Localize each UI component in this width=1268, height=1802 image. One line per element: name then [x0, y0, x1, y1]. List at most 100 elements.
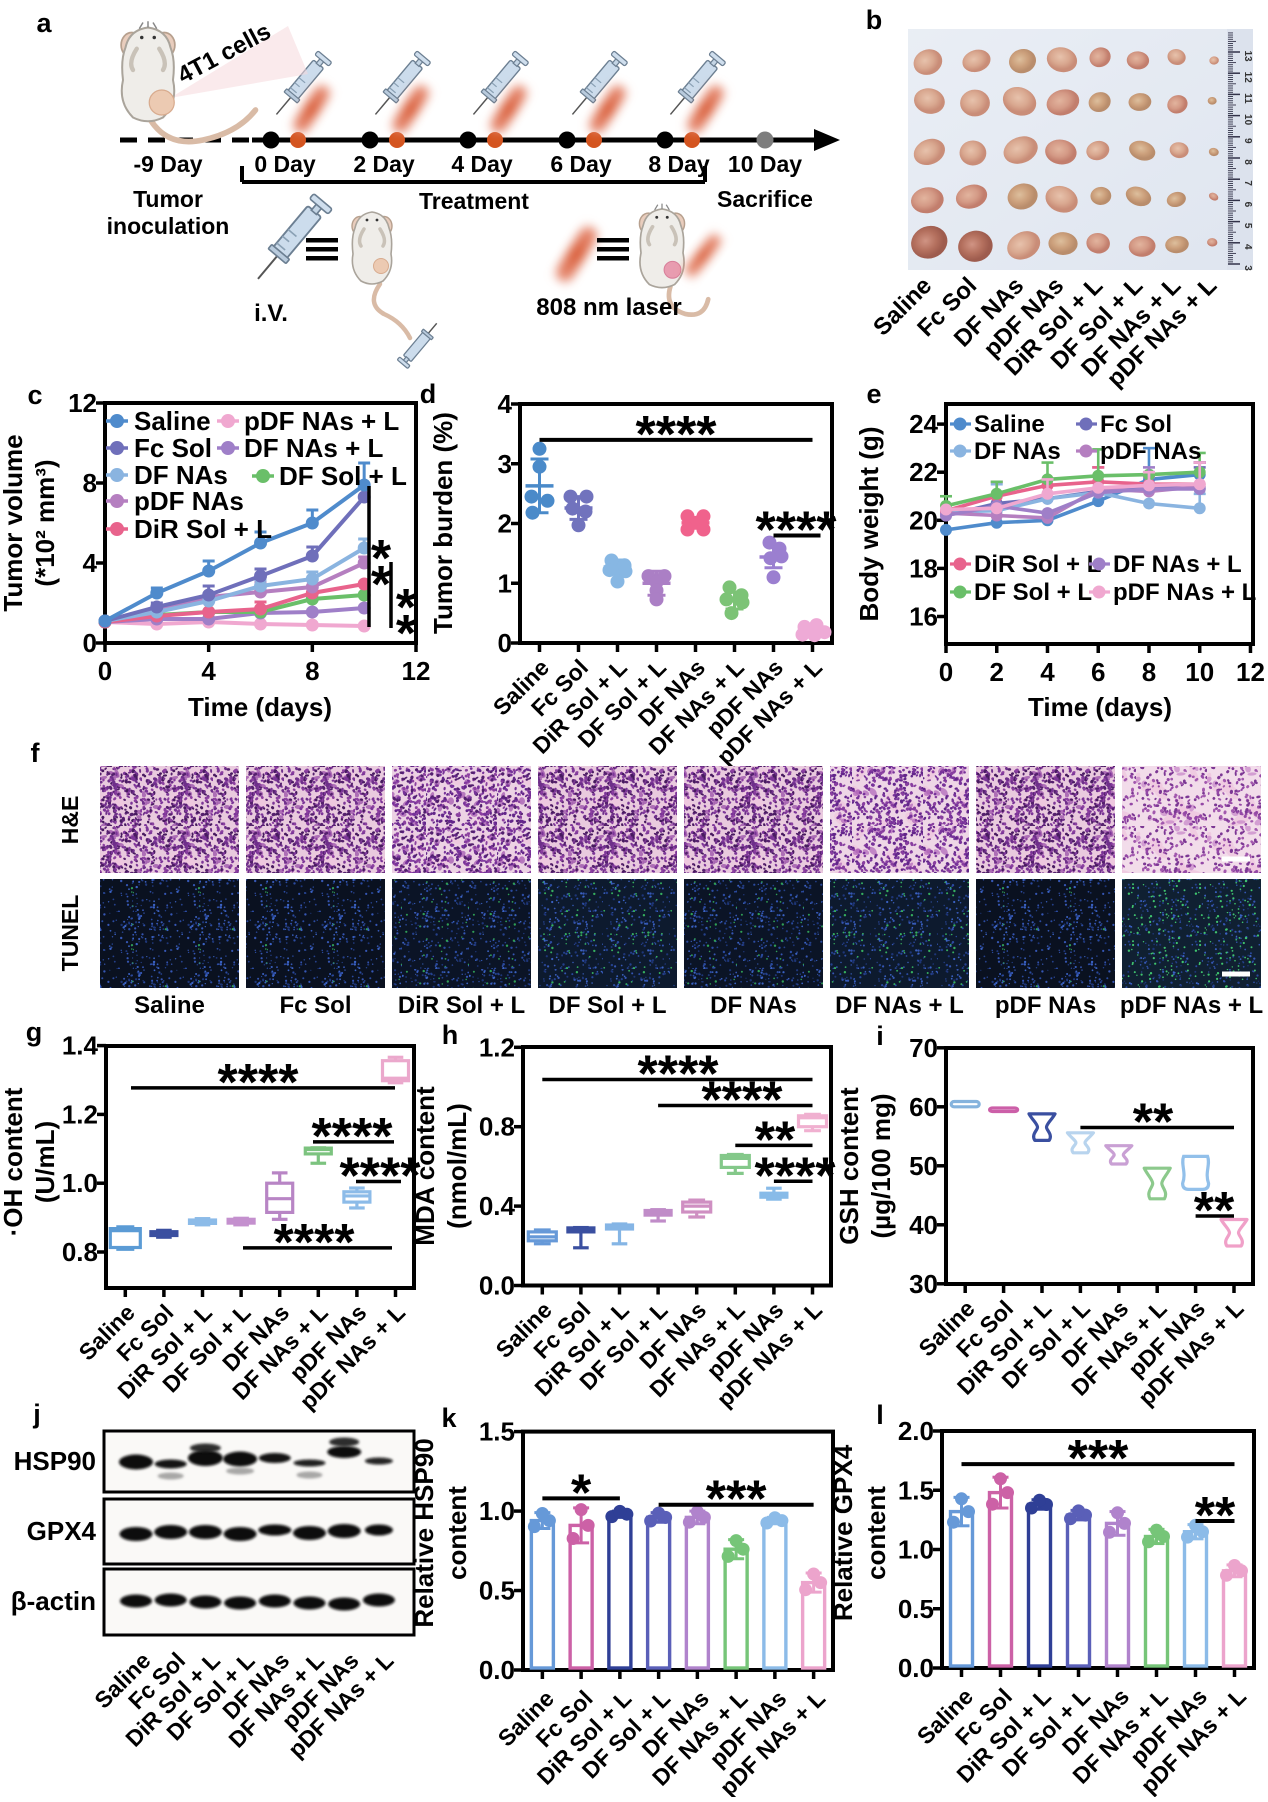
svg-text:4: 4 [1242, 244, 1253, 250]
svg-text:1.0: 1.0 [62, 1168, 98, 1198]
svg-text:24: 24 [909, 409, 938, 439]
svg-text:18: 18 [909, 553, 938, 583]
svg-text:3: 3 [1242, 265, 1253, 271]
svg-text:l: l [876, 1400, 884, 1430]
svg-text:0: 0 [98, 656, 112, 686]
svg-text:1.0: 1.0 [898, 1535, 934, 1565]
svg-text:content: content [442, 1486, 472, 1580]
svg-text:Relative HSP90: Relative HSP90 [409, 1438, 439, 1627]
svg-text:12: 12 [402, 656, 431, 686]
svg-text:i: i [876, 1021, 884, 1051]
svg-text:pDF NAs: pDF NAs [995, 992, 1096, 1019]
svg-text:12: 12 [68, 388, 97, 418]
svg-text:pDF NAs + L: pDF NAs + L [1113, 579, 1256, 606]
svg-text:70: 70 [909, 1033, 938, 1063]
svg-text:4 Day: 4 Day [451, 151, 513, 177]
svg-text:*: * [571, 1464, 592, 1522]
svg-text:40: 40 [909, 1210, 938, 1240]
svg-text:·OH content: ·OH content [0, 1087, 28, 1236]
svg-text:DF NAs: DF NAs [134, 460, 228, 490]
svg-text:*: * [371, 556, 392, 614]
svg-text:60: 60 [909, 1092, 938, 1122]
svg-text:6 Day: 6 Day [550, 151, 612, 177]
svg-text:e: e [866, 379, 881, 409]
svg-text:12: 12 [1236, 657, 1265, 687]
svg-text:Time (days): Time (days) [188, 692, 332, 722]
svg-text:2: 2 [990, 657, 1004, 687]
svg-text:10: 10 [1242, 114, 1253, 126]
svg-text:808 nm laser: 808 nm laser [536, 294, 681, 321]
svg-text:8 Day: 8 Day [648, 151, 710, 177]
svg-text:0.0: 0.0 [479, 1271, 515, 1301]
svg-text:DF Sol + L: DF Sol + L [548, 992, 666, 1019]
svg-text:Treatment: Treatment [419, 188, 529, 214]
svg-text:9: 9 [1242, 138, 1253, 144]
svg-text:****: **** [274, 1214, 356, 1272]
svg-text:1.5: 1.5 [898, 1475, 934, 1505]
svg-text:Body weight (g): Body weight (g) [854, 427, 884, 622]
svg-text:0: 0 [939, 657, 953, 687]
svg-text:Time (days): Time (days) [1028, 692, 1172, 722]
svg-text:***: *** [706, 1471, 767, 1529]
svg-text:h: h [442, 1020, 459, 1050]
svg-text:Relative GPX4: Relative GPX4 [828, 1444, 858, 1621]
svg-text:GSH content: GSH content [834, 1087, 864, 1245]
svg-text:b: b [866, 5, 883, 35]
svg-text:(U/mL): (U/mL) [30, 1121, 60, 1203]
svg-text:pDF NAs: pDF NAs [134, 486, 244, 516]
svg-text:pDF NAs + L: pDF NAs + L [244, 406, 399, 436]
svg-text:**: ** [1195, 1487, 1236, 1545]
svg-text:k: k [441, 1403, 457, 1433]
svg-text:*: * [371, 530, 392, 588]
svg-text:7: 7 [1242, 180, 1253, 186]
svg-text:****: **** [755, 1147, 837, 1205]
svg-text:0.8: 0.8 [62, 1237, 98, 1267]
svg-text:1.0: 1.0 [479, 1496, 515, 1526]
svg-text:30: 30 [909, 1269, 938, 1299]
svg-text:13: 13 [1242, 50, 1253, 62]
svg-text:DF Sol + L: DF Sol + L [974, 579, 1092, 606]
svg-text:content: content [861, 1486, 891, 1580]
svg-text:11: 11 [1242, 93, 1253, 104]
svg-text:0.4: 0.4 [479, 1191, 516, 1221]
svg-text:0: 0 [83, 628, 97, 658]
svg-text:DiR Sol + L: DiR Sol + L [134, 514, 272, 544]
svg-text:8: 8 [1242, 159, 1253, 165]
svg-text:2: 2 [498, 509, 512, 539]
svg-text:***: *** [1068, 1430, 1129, 1488]
svg-text:12: 12 [1242, 72, 1253, 84]
svg-text:DF Sol + L: DF Sol + L [279, 461, 407, 491]
svg-text:*: * [396, 605, 417, 663]
svg-text:Fc Sol: Fc Sol [134, 433, 212, 463]
svg-text:8: 8 [83, 468, 97, 498]
svg-text:1.4: 1.4 [62, 1031, 99, 1061]
svg-text:Saline: Saline [134, 406, 211, 436]
svg-text:0.0: 0.0 [479, 1655, 515, 1685]
svg-text:0: 0 [498, 628, 512, 658]
svg-text:g: g [26, 1017, 43, 1047]
svg-text:****: **** [756, 501, 838, 559]
svg-text:1.2: 1.2 [62, 1099, 98, 1129]
svg-text:3: 3 [498, 449, 512, 479]
svg-text:0 Day: 0 Day [254, 151, 316, 177]
svg-text:c: c [27, 380, 42, 410]
svg-text:Saline: Saline [134, 992, 205, 1019]
svg-text:DiR Sol + L: DiR Sol + L [398, 992, 525, 1019]
svg-text:Sacrifice: Sacrifice [717, 186, 813, 212]
svg-text:8: 8 [1142, 657, 1156, 687]
svg-text:22: 22 [909, 457, 938, 487]
svg-text:4: 4 [1040, 657, 1055, 687]
svg-text:1.2: 1.2 [479, 1032, 515, 1062]
svg-text:-9 Day: -9 Day [133, 151, 202, 177]
svg-text:DF NAs: DF NAs [710, 992, 797, 1019]
svg-text:5: 5 [1242, 223, 1253, 229]
svg-text:2.0: 2.0 [898, 1416, 934, 1446]
svg-text:1: 1 [498, 568, 512, 598]
svg-text:DF NAs + L: DF NAs + L [835, 992, 964, 1019]
svg-text:(µg/100 mg): (µg/100 mg) [866, 1093, 896, 1238]
svg-text:10: 10 [1185, 657, 1214, 687]
svg-text:10 Day: 10 Day [728, 151, 802, 177]
svg-text:Tumor: Tumor [133, 186, 203, 212]
svg-text:0.0: 0.0 [898, 1653, 934, 1683]
svg-text:4: 4 [201, 656, 216, 686]
